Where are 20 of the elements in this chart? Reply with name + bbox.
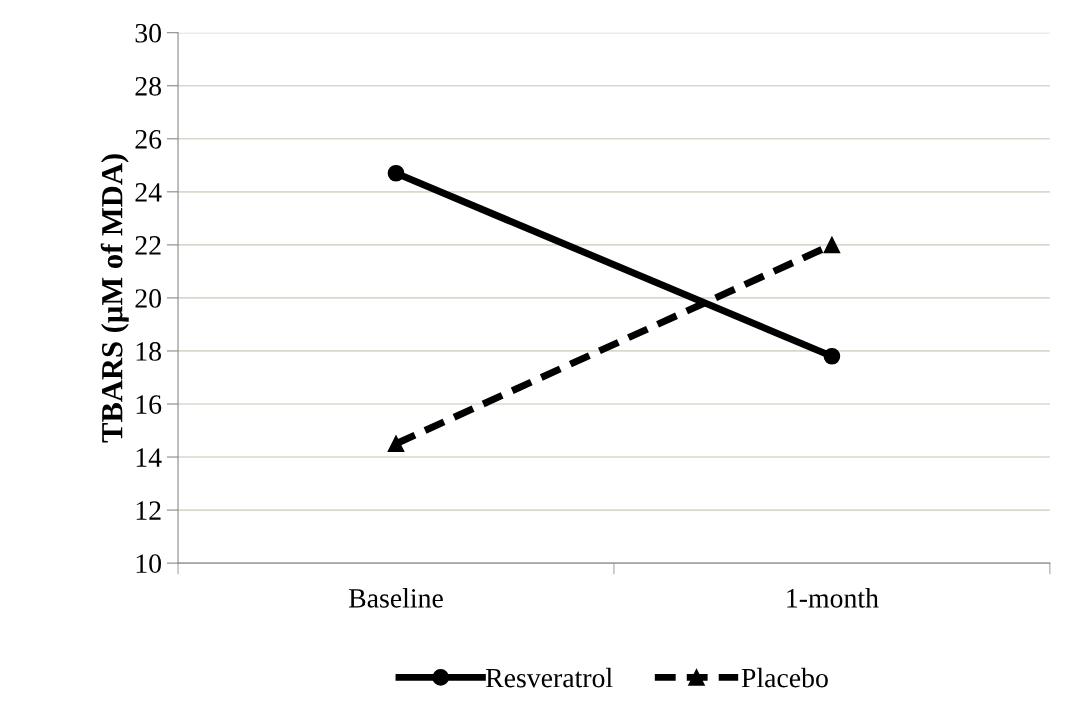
y-tick-label: 30 [135, 23, 161, 43]
y-axis-title: TBARS (µM of MDA) [100, 154, 129, 443]
x-tick-label: Baseline [348, 588, 443, 608]
legend-label: Resveratrol [485, 667, 613, 688]
legend-label: Placebo [741, 667, 828, 688]
y-tick-label: 20 [135, 289, 161, 308]
x-tick-label: 1-month [787, 588, 879, 608]
y-tick-label: 16 [136, 395, 162, 414]
y-tick-label: 24 [135, 183, 162, 202]
point [823, 347, 841, 365]
y-tick-label: 10 [136, 554, 161, 574]
point [387, 164, 405, 182]
y-tick-label: 14 [136, 448, 162, 467]
y-tick-label: 28 [135, 76, 161, 96]
y-tick-label: 22 [135, 236, 161, 255]
y-tick-label: 26 [135, 130, 162, 149]
point [823, 236, 841, 254]
point [387, 435, 405, 453]
y-tick-label: 18 [136, 342, 161, 361]
y-tick-label: 12 [136, 501, 161, 520]
